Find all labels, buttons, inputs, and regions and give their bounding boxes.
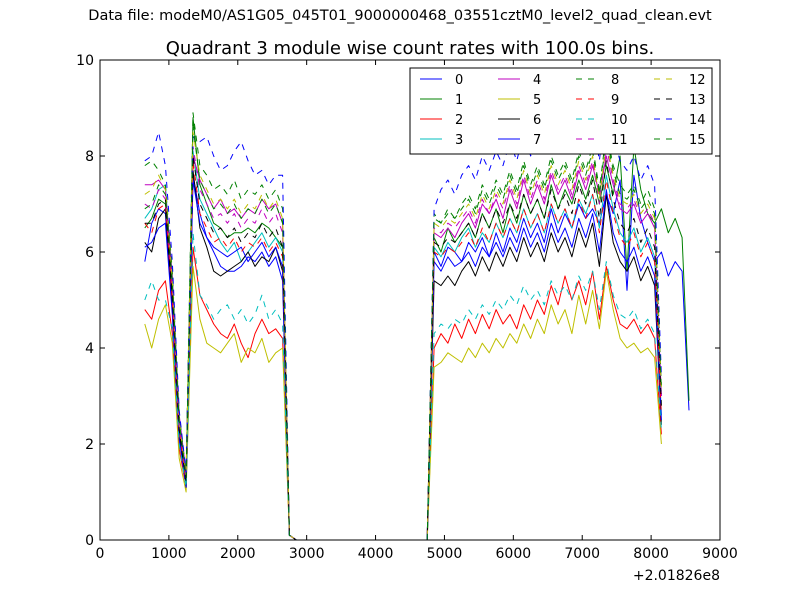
series-line-6 xyxy=(144,169,662,541)
legend-label-14: 14 xyxy=(689,113,706,128)
legend-label-2: 2 xyxy=(455,113,463,128)
x-tick-label: 5000 xyxy=(427,546,463,562)
x-axis-offset-label: +2.01826e8 xyxy=(633,568,720,584)
y-tick-label: 10 xyxy=(76,53,94,69)
y-tick-label: 2 xyxy=(85,437,94,453)
legend-label-3: 3 xyxy=(455,133,463,148)
legend-label-9: 9 xyxy=(611,93,619,108)
legend-label-10: 10 xyxy=(611,113,628,128)
y-tick-label: 6 xyxy=(85,245,94,261)
legend-label-11: 11 xyxy=(611,133,628,148)
series-line-8 xyxy=(144,112,662,541)
legend-box xyxy=(409,67,713,155)
legend-label-15: 15 xyxy=(689,133,706,148)
x-tick-label: 6000 xyxy=(496,546,532,562)
x-tick-label: 1000 xyxy=(151,546,187,562)
plot-area xyxy=(144,97,690,541)
legend-label-1: 1 xyxy=(455,93,463,108)
legend-label-12: 12 xyxy=(689,73,706,88)
series-line-7 xyxy=(144,179,662,541)
x-tick-label: 3000 xyxy=(289,546,325,562)
series-line-5 xyxy=(144,265,662,541)
x-tick-label: 2000 xyxy=(220,546,256,562)
x-tick-label: 7000 xyxy=(564,546,600,562)
plot-frame xyxy=(99,59,721,541)
figure-suptitle: Data file: modeM0/AS1G05_045T01_90000004… xyxy=(88,8,712,24)
series-line-15 xyxy=(144,126,662,541)
legend-label-4: 4 xyxy=(533,73,541,88)
y-tick-label: 8 xyxy=(85,149,94,165)
x-tick-label: 8000 xyxy=(633,546,669,562)
legend-label-5: 5 xyxy=(533,93,541,108)
series-line-12 xyxy=(144,131,662,541)
series-line-11 xyxy=(144,145,662,541)
x-tick-label: 4000 xyxy=(358,546,394,562)
legend-label-7: 7 xyxy=(533,133,541,148)
legend-label-8: 8 xyxy=(611,73,619,88)
series-line-2 xyxy=(144,246,662,541)
series-line-3 xyxy=(144,150,662,541)
y-tick-label: 4 xyxy=(85,341,94,357)
legend-label-13: 13 xyxy=(689,93,706,108)
legend-label-6: 6 xyxy=(533,113,541,128)
x-axis: 0 1000 2000 3000 4000 5000 6000 7000 8000 9000 xyxy=(96,60,738,562)
x-tick-label: 9000 xyxy=(702,546,738,562)
chart-title: Quadrant 3 module wise count rates with … xyxy=(166,38,655,59)
series-line-0 xyxy=(144,174,690,541)
y-tick-label: 0 xyxy=(85,533,94,549)
series-line-10 xyxy=(144,232,662,541)
legend-label-0: 0 xyxy=(455,73,463,88)
x-tick-label: 0 xyxy=(96,546,105,562)
